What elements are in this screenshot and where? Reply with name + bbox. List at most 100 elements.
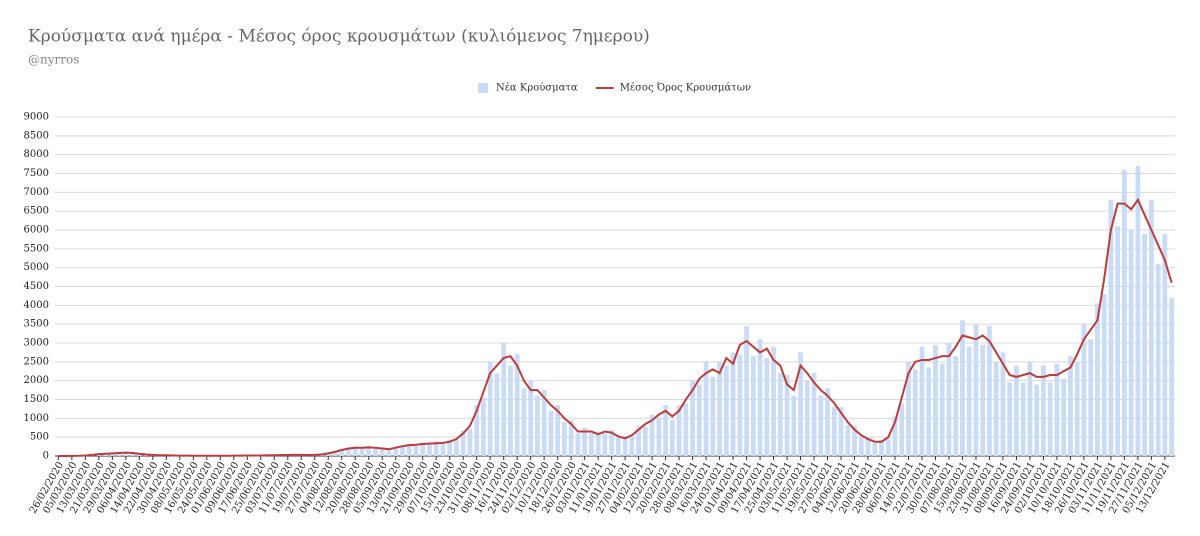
bar <box>879 439 884 456</box>
bar <box>528 380 534 456</box>
bar <box>1108 199 1114 456</box>
bar <box>109 452 115 456</box>
y-tick-label: 7000 <box>24 187 49 198</box>
bar <box>1081 324 1087 456</box>
bar <box>1041 365 1046 456</box>
bar <box>1128 230 1134 456</box>
bar <box>582 427 587 456</box>
bar <box>352 446 358 456</box>
bar <box>906 361 911 456</box>
bar <box>575 433 581 456</box>
bar <box>474 405 480 456</box>
bar <box>325 452 331 456</box>
bar <box>676 405 682 456</box>
bar <box>865 437 871 456</box>
bar <box>771 346 776 456</box>
bar <box>130 453 135 456</box>
bar <box>1122 169 1127 456</box>
bar <box>973 324 979 456</box>
bar <box>535 395 540 456</box>
bar <box>447 439 453 456</box>
bar <box>346 449 351 456</box>
bar <box>1007 382 1013 456</box>
bar <box>629 437 635 456</box>
chart-subtitle: @nyrros <box>28 53 79 67</box>
bar <box>1068 356 1073 456</box>
bar <box>960 320 965 456</box>
bar <box>838 407 844 456</box>
bar <box>804 380 810 456</box>
bar <box>858 437 864 456</box>
bar <box>1149 199 1154 456</box>
bar <box>379 447 385 456</box>
bar <box>966 346 972 456</box>
bar <box>609 429 614 456</box>
bar <box>521 388 527 456</box>
y-tick-label: 8500 <box>24 130 49 141</box>
bar <box>777 373 783 456</box>
legend-label: Μέσος Όρος Κρουσμάτων <box>620 83 751 94</box>
y-tick-label: 2000 <box>24 375 49 386</box>
bar <box>420 442 426 456</box>
bar <box>1162 233 1168 456</box>
bar <box>1000 352 1006 456</box>
bar <box>852 425 857 456</box>
bar <box>784 375 790 456</box>
bar <box>568 420 574 456</box>
bar <box>885 438 891 456</box>
chart-title: Κρούσματα ανά ημέρα - Μέσος όρος κρουσμά… <box>28 27 650 47</box>
bar <box>750 356 756 456</box>
bar <box>831 407 837 456</box>
y-tick-label: 3500 <box>24 319 49 330</box>
bar <box>1135 165 1141 456</box>
bar <box>1155 263 1161 456</box>
bar <box>696 384 702 456</box>
bar <box>1027 361 1033 456</box>
line <box>58 197 1173 457</box>
bar <box>386 449 392 456</box>
bar <box>602 433 608 456</box>
bar <box>1020 382 1026 456</box>
bar <box>103 453 108 456</box>
bar <box>1034 384 1040 456</box>
bar <box>1142 233 1147 456</box>
bar <box>1074 361 1080 456</box>
bar <box>1101 294 1107 456</box>
bar <box>791 395 797 456</box>
bar <box>514 354 520 456</box>
bar <box>508 365 513 456</box>
bar <box>373 448 378 456</box>
y-tick-label: 3000 <box>24 338 49 349</box>
bar <box>494 373 500 456</box>
bar <box>622 436 628 456</box>
bar <box>946 343 952 456</box>
bar <box>433 441 439 456</box>
bar <box>643 426 648 456</box>
bar <box>993 361 999 456</box>
y-tick-label: 4000 <box>24 300 49 311</box>
bar <box>1095 303 1100 456</box>
bar <box>636 425 641 456</box>
bar <box>1169 297 1174 456</box>
bar <box>730 352 736 456</box>
bar <box>717 361 722 456</box>
bar <box>548 410 554 456</box>
bar <box>723 365 729 456</box>
bar <box>541 390 547 456</box>
bar <box>393 446 399 456</box>
bar <box>663 405 668 456</box>
y-tick-label: 8000 <box>24 149 49 160</box>
bar <box>980 344 986 456</box>
bar <box>926 367 932 456</box>
bar <box>757 339 763 456</box>
y-tick-label: 1000 <box>24 413 49 424</box>
bar <box>987 326 992 456</box>
bar <box>454 440 459 456</box>
y-tick-label: 5000 <box>24 262 49 273</box>
bar <box>818 395 824 456</box>
bar <box>413 445 419 456</box>
y-tick-label: 1500 <box>24 394 49 405</box>
y-tick-label: 500 <box>30 432 49 443</box>
bar <box>1014 365 1019 456</box>
